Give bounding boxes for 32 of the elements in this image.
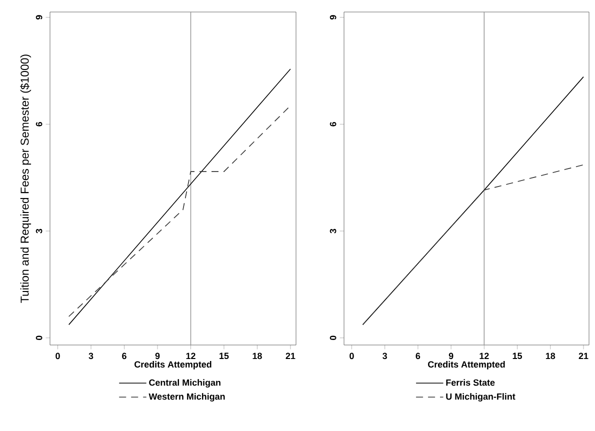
x-tick-label: 3 [382,352,388,360]
x-tick-label: 0 [56,352,60,360]
y-tick-label: 3 [330,228,336,234]
x-tick-label: 9 [448,352,454,360]
x-tick-label: 3 [88,352,94,360]
x-tick-label: 15 [220,352,229,360]
y-tick-label: 0 [36,336,42,340]
y-tick-label: 9 [330,15,336,20]
x-tick-label: 12 [480,352,489,360]
legend-label: U Michigan-Flint [446,393,516,402]
y-tick-label: 6 [36,122,42,126]
y-axis-title: Tuition and Required Fees per Semester ($1000) [20,54,32,303]
x-tick-label: 15 [512,352,522,360]
x-tick-label: 21 [578,352,588,360]
x-tick-label: 9 [155,352,160,360]
x-tick-label: 12 [186,352,196,360]
legend-label: Central Michigan [149,379,220,388]
x-tick-label: 18 [252,352,262,360]
x-tick-label: 6 [416,352,420,360]
x-tick-label: 6 [122,352,126,360]
x-tick-label: 21 [286,352,296,360]
x-axis-title: Credits Attempted [134,360,212,370]
legend-label: Ferris State [446,379,495,386]
x-tick-label: 18 [546,352,556,360]
legend-label: Western Michigan [148,393,225,402]
x-axis-title: Credits Attempted [428,360,505,370]
y-tick-label: 0 [330,336,336,340]
line-series [68,105,291,317]
y-tick-label: 3 [36,228,42,234]
y-tick-label: 6 [330,122,336,126]
y-tick-label: 9 [36,15,42,20]
x-tick-label: 0 [350,352,354,360]
